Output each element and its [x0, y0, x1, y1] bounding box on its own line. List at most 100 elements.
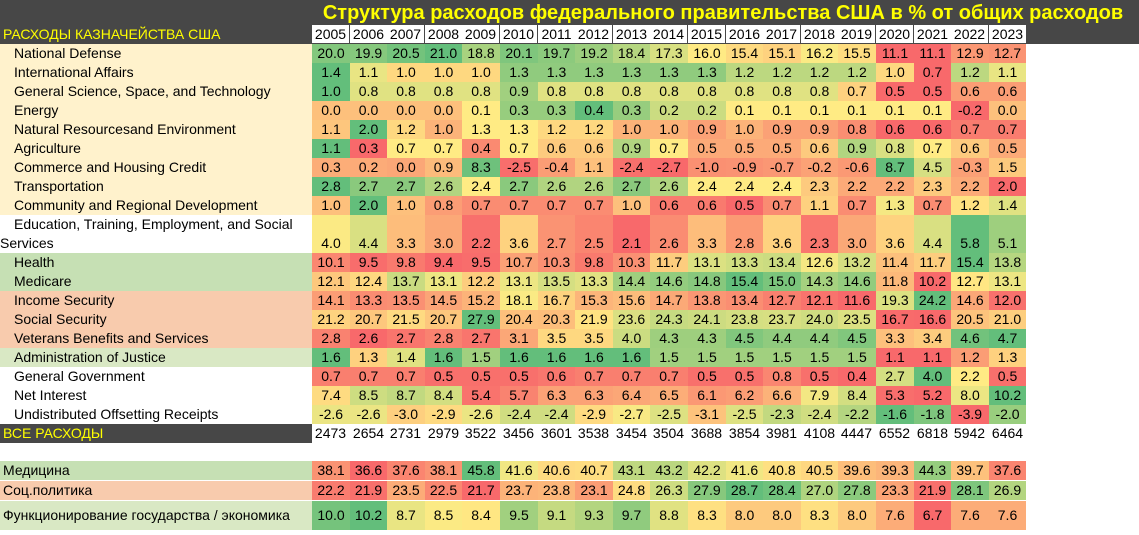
- heatmap-cell: 1.0: [425, 120, 462, 139]
- year-header: 2011: [538, 25, 575, 43]
- heatmap-cell: 0.8: [726, 82, 763, 101]
- heatmap-cell: 6.7: [914, 501, 951, 530]
- heatmap-cell: 2.2: [876, 177, 914, 196]
- heatmap-cell: 2.6: [538, 177, 575, 196]
- heatmap-cell: 19.7: [538, 44, 575, 63]
- heatmap-cell: 16.7: [538, 291, 575, 310]
- heatmap-cell: -2.7: [650, 158, 688, 177]
- heatmap-cell: -0.2: [801, 158, 838, 177]
- heatmap-cell: 20.7: [425, 310, 462, 329]
- row-label: General Science, Space, and Technology: [0, 82, 312, 101]
- heatmap-cell: 3.0: [425, 215, 462, 253]
- heatmap-cell: 1.1: [350, 63, 387, 82]
- heatmap-cell: 0.5: [500, 367, 538, 386]
- heatmap-cell: 2.6: [650, 177, 688, 196]
- year-header: 2014: [650, 25, 687, 43]
- heatmap-cell: 0.6: [951, 139, 989, 158]
- year-header: 2015: [688, 25, 725, 43]
- heatmap-cell: 0.5: [688, 367, 726, 386]
- heatmap-cell: 2.0: [989, 177, 1026, 196]
- heatmap-cell: 0.0: [425, 101, 462, 120]
- heatmap-cell: 12.9: [951, 44, 989, 63]
- heatmap-cell: 20.5: [387, 44, 425, 63]
- heatmap-cell: 1.3: [500, 120, 538, 139]
- heatmap-cell: 39.6: [838, 461, 876, 480]
- heatmap-cell: 1.1: [312, 120, 350, 139]
- year-header: 2010: [500, 25, 537, 43]
- heatmap-cell: 13.2: [838, 253, 876, 272]
- heatmap-cell: 17.3: [650, 44, 688, 63]
- heatmap-cell: 0.6: [914, 120, 951, 139]
- heatmap-cell: 3.3: [876, 329, 914, 348]
- heatmap-cell: 3.1: [500, 329, 538, 348]
- heatmap-cell: 40.6: [538, 461, 575, 480]
- heatmap-cell: 1.1: [914, 348, 951, 367]
- heatmap-cell: 8.5: [425, 501, 462, 530]
- heatmap-cell: 13.5: [538, 272, 575, 291]
- heatmap-cell: 7.6: [876, 501, 914, 530]
- heatmap-cell: -2.3: [763, 405, 801, 424]
- heatmap-cell: 5.4: [462, 386, 500, 405]
- heatmap-cell: 1.1: [575, 158, 613, 177]
- heatmap-cell: 13.1: [500, 272, 538, 291]
- heatmap-cell: 20.4: [500, 310, 538, 329]
- heatmap-cell: 7.9: [801, 386, 838, 405]
- heatmap-cell: 0.8: [763, 367, 801, 386]
- heatmap-cell: 0.1: [838, 101, 876, 120]
- heatmap-cell: 0.9: [500, 82, 538, 101]
- heatmap-cell: 23.8: [538, 481, 575, 500]
- heatmap-cell: 20.0: [312, 44, 350, 63]
- total-label: ВСЕ РАСХОДЫ: [0, 424, 312, 443]
- heatmap-cell: 0.6: [989, 82, 1026, 101]
- heatmap-cell: 0.7: [538, 196, 575, 215]
- heatmap-cell: 1.5: [838, 348, 876, 367]
- year-header: 2022: [951, 25, 988, 43]
- heatmap-cell: 2.7: [387, 177, 425, 196]
- heatmap-cell: 9.8: [575, 253, 613, 272]
- heatmap-cell: 42.2: [688, 461, 726, 480]
- heatmap-cell: 0.7: [838, 196, 876, 215]
- heatmap-cell: 0.6: [575, 139, 613, 158]
- heatmap-cell: -2.4: [613, 158, 650, 177]
- heatmap-cell: 0.7: [914, 139, 951, 158]
- heatmap-cell: 6.3: [538, 386, 575, 405]
- heatmap-cell: 0.8: [801, 82, 838, 101]
- heatmap-cell: 0.1: [876, 101, 914, 120]
- heatmap-cell: 1.0: [613, 196, 650, 215]
- total-value: 3688: [690, 425, 723, 441]
- heatmap-cell: 4.0: [613, 329, 650, 348]
- heatmap-cell: 27.9: [462, 310, 500, 329]
- row-label: Commerce and Housing Credit: [0, 158, 312, 177]
- heatmap-cell: 1.0: [613, 120, 650, 139]
- heatmap-cell: 15.3: [575, 291, 613, 310]
- row-label: Natural Resourcesand Environment: [0, 120, 312, 139]
- heatmap-cell: 8.0: [838, 501, 876, 530]
- heatmap-cell: 13.4: [763, 253, 801, 272]
- heatmap-cell: 1.0: [425, 63, 462, 82]
- heatmap-cell: 4.3: [650, 329, 688, 348]
- row-label: Agriculture: [0, 139, 312, 158]
- heatmap-cell: 7.6: [951, 501, 989, 530]
- heatmap-cell: 28.7: [726, 481, 763, 500]
- heatmap-cell: 0.8: [688, 82, 726, 101]
- heatmap-cell: 11.7: [650, 253, 688, 272]
- heatmap-cell: 2.2: [951, 367, 989, 386]
- heatmap-cell: 19.3: [876, 291, 914, 310]
- heatmap-cell: 1.6: [425, 348, 462, 367]
- year-header: 2021: [914, 25, 951, 43]
- heatmap-cell: 2.7: [538, 215, 575, 253]
- heatmap-cell: 4.0: [914, 367, 951, 386]
- heatmap-cell: 2.4: [462, 177, 500, 196]
- year-header: 2008: [425, 25, 462, 43]
- heatmap-cell: 2.0: [350, 196, 387, 215]
- heatmap-cell: 13.1: [989, 272, 1026, 291]
- heatmap-cell: 18.4: [613, 44, 650, 63]
- heatmap-cell: 0.8: [613, 82, 650, 101]
- heatmap-cell: 3.6: [763, 215, 801, 253]
- heatmap-cell: 0.0: [387, 101, 425, 120]
- heatmap-cell: 0.2: [350, 158, 387, 177]
- heatmap-cell: 0.7: [650, 367, 688, 386]
- heatmap-cell: 16.2: [801, 44, 838, 63]
- heatmap-cell: 0.7: [500, 139, 538, 158]
- heatmap-cell: 3.0: [838, 215, 876, 253]
